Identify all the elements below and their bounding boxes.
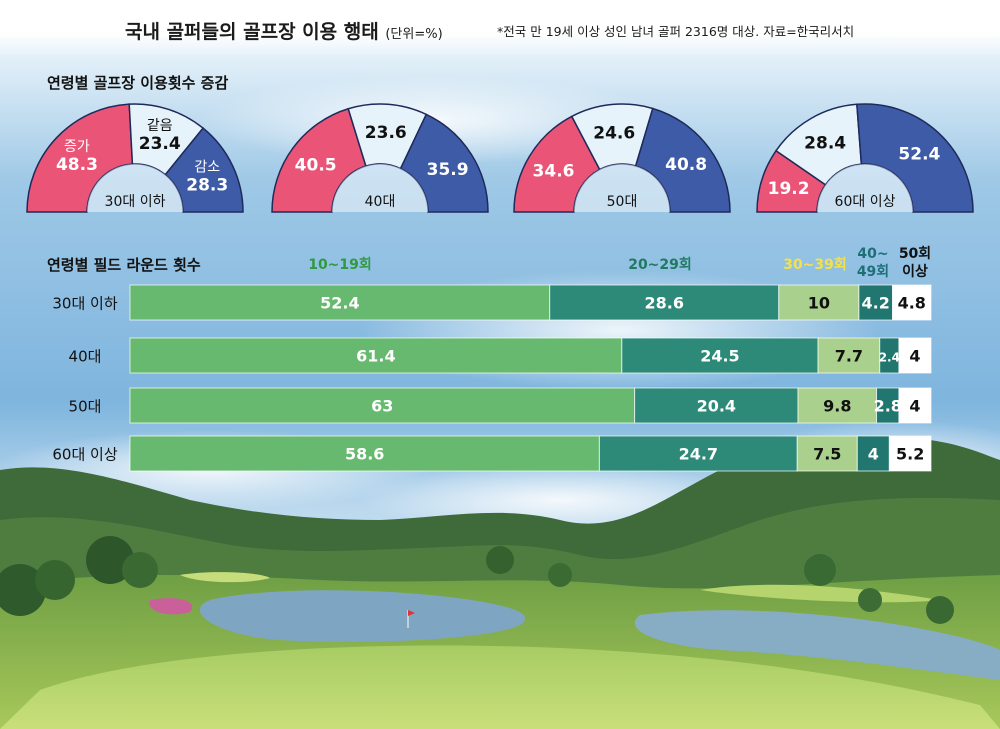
gauge-value-label: 28.3 (186, 176, 228, 196)
bar-value-label: 4 (909, 347, 920, 366)
series-header-label: 50회 (899, 246, 931, 262)
gauge-age-label: 60대 이상 (835, 194, 896, 210)
bar-row: 50대 63 20.4 9.8 2.8 4 (69, 387, 932, 424)
gauge-value-label: 34.6 (533, 162, 575, 182)
bar-segment (898, 337, 932, 374)
gauge-value-label: 19.2 (768, 179, 810, 199)
bar-value-label: 24.5 (700, 347, 739, 366)
bar-segment (888, 435, 932, 472)
page-title: 국내 골퍼들의 골프장 이용 행태 (단위=%) (125, 17, 443, 44)
gauge-value-label: 24.6 (593, 123, 635, 143)
page-title-text: 국내 골퍼들의 골프장 이용 행태 (125, 21, 379, 43)
bar-segment (549, 284, 780, 321)
series-header: 20~29회 (628, 257, 692, 273)
series-header-label: 40~ (857, 246, 888, 262)
gauge-age-label: 40대 (365, 194, 396, 210)
bar-category-label: 30대 이하 (52, 295, 117, 313)
bar-segment (898, 387, 932, 424)
series-header: 10~19회 (308, 257, 372, 273)
bar-value-label: 20.4 (697, 397, 736, 416)
series-header-label: 20~29회 (628, 257, 692, 273)
gauge-value-label: 52.4 (898, 144, 940, 164)
bar-value-label: 63 (371, 397, 393, 416)
bar-value-label: 5.2 (896, 445, 924, 464)
gauge-value-label: 40.5 (295, 155, 337, 175)
title-band (0, 0, 1000, 56)
bar-value-label: 4.2 (862, 294, 890, 313)
gauge-hole (332, 164, 428, 212)
bar-value-label: 2.4 (879, 351, 900, 365)
series-header-label: 49회 (857, 264, 889, 280)
bar-value-label: 4 (909, 397, 920, 416)
bar-row: 30대 이하 52.4 28.6 10 4.2 4.8 (52, 284, 932, 321)
gauge-value-label: 48.3 (56, 155, 98, 175)
gauge-hole (574, 164, 670, 212)
bar-value-label: 61.4 (356, 347, 395, 366)
bar-value-label: 58.6 (345, 445, 384, 464)
gauge-group: 34.6 24.6 40.8 50대 (513, 103, 731, 213)
bar-value-label: 7.5 (813, 445, 841, 464)
bar-segment (817, 337, 881, 374)
bar-segment (621, 337, 819, 374)
bar-category-label: 40대 (69, 348, 102, 366)
series-header: 40~49회 (857, 246, 889, 280)
gauge-age-label: 50대 (607, 194, 638, 210)
gauge-value-label: 23.4 (139, 134, 181, 154)
gauge-category-label: 감소 (194, 160, 220, 176)
bar-value-label: 9.8 (823, 397, 851, 416)
gauge-value-label: 28.4 (804, 134, 846, 154)
bar-value-label: 10 (808, 294, 830, 313)
gauge-section-title: 연령별 골프장 이용횟수 증감 (47, 74, 229, 92)
bar-value-label: 2.8 (874, 397, 902, 416)
bar-segment (598, 435, 798, 472)
bar-segment (892, 284, 932, 321)
gauge-category-label: 증가 (64, 139, 90, 155)
bar-value-label: 4.8 (898, 294, 926, 313)
gauge-hole (87, 164, 183, 212)
bar-segment (778, 284, 860, 321)
gauge-value-label: 35.9 (427, 160, 469, 180)
bar-segment (129, 337, 623, 374)
bar-category-label: 60대 이상 (52, 446, 117, 464)
bar-section-title: 연령별 필드 라운드 횟수 (47, 256, 201, 274)
unit-label: (단위=%) (385, 27, 443, 42)
gauge-group: 40.5 23.6 35.9 40대 (271, 103, 489, 213)
bar-category-label: 50대 (69, 398, 102, 416)
gauge-category-label: 같음 (147, 118, 173, 134)
gauge-value-label: 23.6 (365, 123, 407, 143)
bar-segment (129, 435, 600, 472)
gauge-age-label: 30대 이하 (105, 194, 166, 210)
series-header-label: 10~19회 (308, 257, 372, 273)
bar-row: 60대 이상 58.6 24.7 7.5 4 5.2 (52, 435, 932, 472)
bar-value-label: 4 (868, 445, 879, 464)
bar-segment (129, 387, 636, 424)
bar-value-label: 28.6 (645, 294, 684, 313)
bar-value-label: 7.7 (835, 347, 863, 366)
bar-row: 40대 61.4 24.5 7.7 2.4 4 (69, 337, 932, 374)
source-note: *전국 만 19세 이상 성인 남녀 골퍼 2316명 대상. 자료=한국리서치 (497, 24, 855, 39)
series-header-label: 이상 (902, 263, 928, 280)
gauge-group: 19.2 28.4 52.4 60대 이상 (756, 103, 974, 213)
bar-value-label: 52.4 (320, 294, 359, 313)
series-header: 30~39회 (783, 257, 847, 273)
gauge-value-label: 40.8 (665, 155, 707, 175)
bar-segment (856, 435, 890, 472)
bar-segment (129, 284, 551, 321)
series-header-label: 30~39회 (783, 257, 847, 273)
gauge-hole (817, 164, 913, 212)
bar-value-label: 24.7 (679, 445, 718, 464)
